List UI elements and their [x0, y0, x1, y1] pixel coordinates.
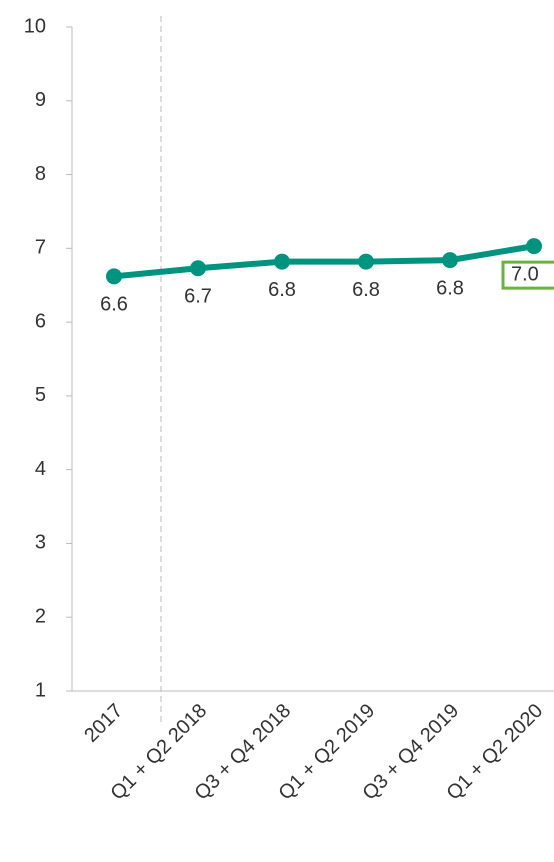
value-label: 6.6 [100, 294, 128, 316]
point [106, 268, 122, 285]
y-tick-label: 1 [35, 679, 46, 701]
y-tick-label: 5 [35, 384, 46, 406]
value-label: 6.8 [436, 277, 464, 299]
y-tick-label: 7 [35, 237, 46, 259]
point [190, 260, 206, 277]
y-tick-label: 10 [24, 15, 46, 37]
value-label: 6.8 [268, 279, 296, 301]
value-label: 7.0 [511, 263, 539, 285]
y-tick-label: 3 [35, 532, 46, 554]
highlight-box [501, 260, 554, 290]
y-tick-label: 9 [35, 89, 46, 111]
line [113, 243, 535, 280]
y-tick-label: 6 [35, 310, 46, 332]
value-label: 6.7 [184, 286, 212, 308]
point [358, 253, 374, 270]
x-tick-label: 2017 [80, 700, 127, 747]
y-tick-label: 2 [35, 606, 46, 628]
point [526, 238, 542, 255]
y-tick-label: 8 [35, 163, 46, 185]
value-label: 6.8 [352, 279, 380, 301]
point [442, 252, 458, 269]
y-tick-label: 4 [35, 458, 46, 480]
point [274, 253, 290, 270]
